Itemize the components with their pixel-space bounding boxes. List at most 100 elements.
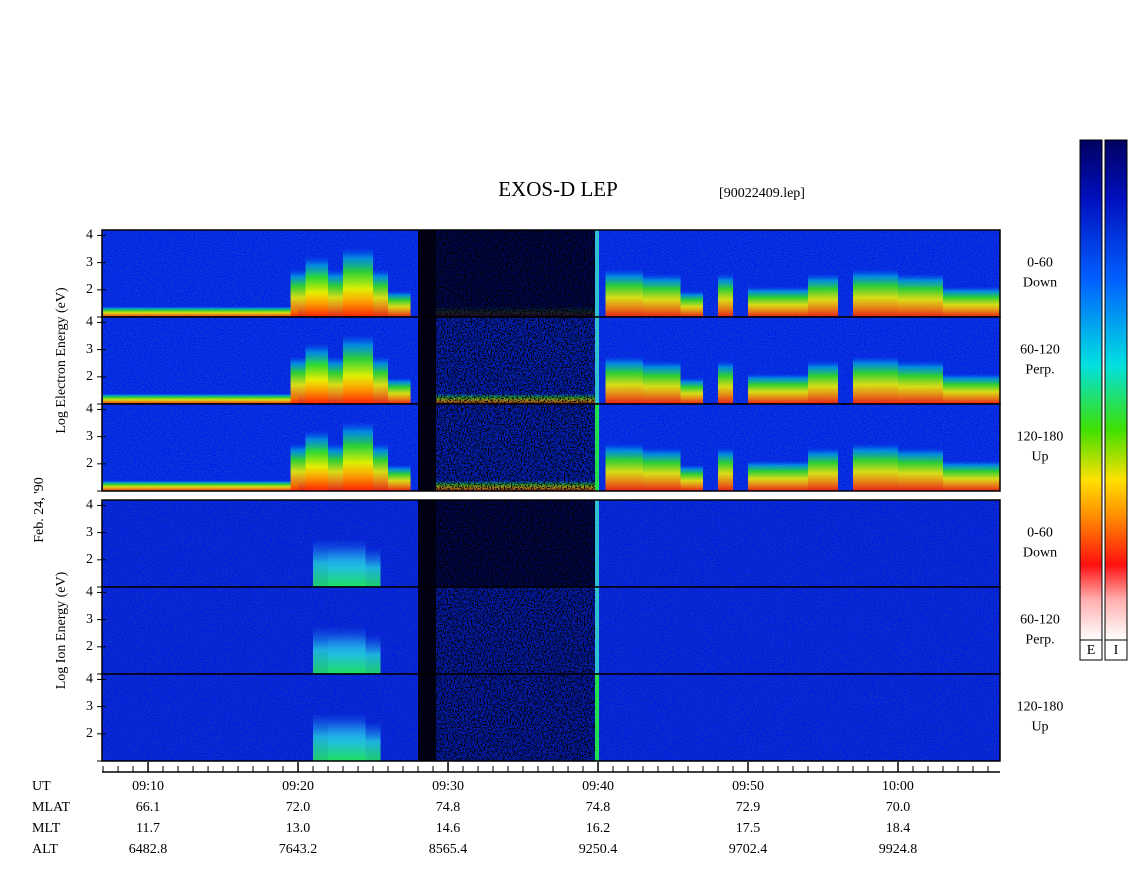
feature: [605, 356, 644, 404]
colorbar-box: [1104, 639, 1128, 661]
ephemeris-value: 7643.2: [279, 842, 318, 857]
feature: [853, 443, 899, 491]
ephemeris-value: 8565.4: [429, 842, 468, 857]
feature: [103, 393, 299, 404]
calibration-line: [595, 230, 600, 317]
y-tick-label: 3: [86, 612, 93, 627]
y-tick-label: 2: [86, 639, 93, 654]
feature: [718, 360, 734, 404]
feature: [103, 306, 299, 317]
spectrogram: [102, 404, 1000, 491]
feature: [898, 447, 944, 491]
y-axis-label: Log Ion Energy (eV): [54, 571, 69, 689]
y-tick-label: 2: [86, 726, 93, 741]
ephemeris-value: 9250.4: [579, 842, 618, 857]
feature: [328, 634, 381, 674]
feature: [643, 360, 681, 404]
feature: [290, 269, 389, 317]
y-tick-label: 3: [86, 342, 93, 357]
ephemeris-value: 6482.8: [129, 842, 168, 857]
feature: [605, 443, 644, 491]
panel-label: 120-180: [1017, 430, 1064, 445]
calibration-line: [595, 317, 600, 404]
y-tick-label: 3: [86, 255, 93, 270]
feature: [388, 377, 411, 404]
data-gap: [418, 317, 437, 404]
feature: [343, 247, 374, 317]
ephemeris-value: 72.0: [286, 800, 311, 815]
spectrogram: [102, 587, 1000, 674]
feature: [388, 290, 411, 317]
file-label: [90022409.lep]: [719, 186, 805, 201]
ephemeris-value: 18.4: [886, 821, 911, 836]
dark-speckle: [436, 404, 596, 491]
feature: [343, 334, 374, 404]
feature: [718, 447, 734, 491]
ephemeris-value: 72.9: [736, 800, 761, 815]
feature: [943, 460, 1000, 491]
feature: [898, 273, 944, 317]
ephemeris-value: 74.8: [436, 800, 461, 815]
ephemeris-value: 66.1: [136, 800, 161, 815]
ephemeris-value: 11.7: [136, 821, 160, 836]
ephemeris-value: 17.5: [736, 821, 761, 836]
ephemeris-value: 70.0: [886, 800, 911, 815]
feature: [808, 447, 839, 491]
dark-speckle: [436, 674, 596, 761]
y-tick-label: 4: [86, 228, 93, 243]
y-tick-label: 3: [86, 429, 93, 444]
dark-speckle: [436, 317, 596, 404]
dark-speckle: [436, 500, 596, 587]
ephemeris-value: 9924.8: [879, 842, 918, 857]
feature: [290, 356, 389, 404]
panel-label: 0-60: [1027, 526, 1053, 541]
panel-label: Up: [1031, 720, 1048, 735]
ephemeris-value: 9702.4: [729, 842, 768, 857]
ephemeris-value: 16.2: [586, 821, 611, 836]
feature: [853, 269, 899, 317]
y-tick-label: 4: [86, 585, 93, 600]
y-tick-label: 4: [86, 672, 93, 687]
feature: [643, 447, 681, 491]
feature: [305, 343, 329, 404]
panel-label: 120-180: [1017, 700, 1064, 715]
panel-frame: [101, 403, 1001, 492]
feature: [290, 443, 389, 491]
spectrogram: [102, 317, 1000, 404]
feature: [343, 421, 374, 491]
panel-label: Down: [1023, 546, 1057, 561]
feature: [748, 460, 809, 491]
feature: [103, 480, 299, 491]
feature: [388, 464, 411, 491]
x-tick-label: 09:50: [732, 779, 764, 794]
calibration-line: [595, 587, 600, 674]
y-tick-label: 4: [86, 402, 93, 417]
ephemeris-value: 74.8: [586, 800, 611, 815]
feature: [943, 373, 1000, 404]
y-tick-label: 2: [86, 552, 93, 567]
feature: [943, 286, 1000, 317]
feature: [853, 356, 899, 404]
panel-label: 0-60: [1027, 256, 1053, 271]
panel-frame: [101, 673, 1001, 762]
feature: [748, 373, 809, 404]
colorbar-label: I: [1114, 643, 1119, 658]
data-gap: [418, 587, 437, 674]
y-tick-label: 4: [86, 315, 93, 330]
calibration-line: [595, 404, 600, 491]
feature: [680, 290, 704, 317]
x-tick-label: 10:00: [882, 779, 914, 794]
y-tick-label: 3: [86, 525, 93, 540]
date-label: Feb. 24, '90: [32, 477, 47, 543]
data-gap: [418, 230, 437, 317]
colorbar-label: E: [1087, 643, 1096, 658]
x-tick-label: 09:10: [132, 779, 164, 794]
colorbar: [1104, 139, 1128, 641]
calibration-line: [595, 674, 600, 761]
feature: [748, 286, 809, 317]
data-gap: [418, 404, 437, 491]
spectrogram: [102, 230, 1000, 317]
x-tick-label: 09:30: [432, 779, 464, 794]
x-row-label: UT: [32, 779, 51, 794]
